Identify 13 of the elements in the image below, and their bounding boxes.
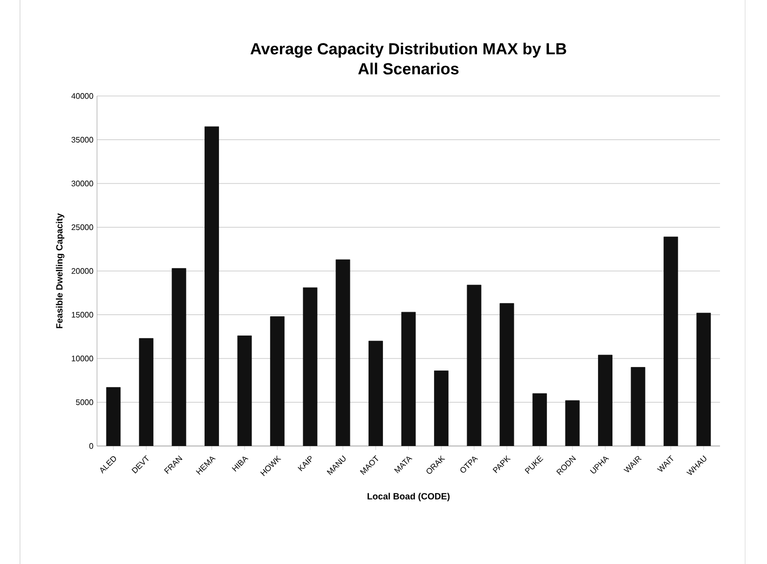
y-axis-title: Feasible Dwelling Capacity [56,213,64,328]
y-tick-label: 5000 [76,399,94,406]
x-axis-title: Local Boad (CODE) [368,492,450,502]
y-tick-label: 25000 [72,224,94,230]
chart-title: Average Capacity Distribution MAX by LB [250,42,566,58]
y-tick-label: 20000 [72,268,94,274]
y-tick-label: 30000 [72,180,94,186]
y-tick-label: 15000 [72,312,94,318]
y-tick-label: 10000 [72,356,94,362]
y-tick-label: 35000 [72,136,94,143]
y-tick-label: 40000 [71,93,94,99]
y-tick-label: 0 [89,443,94,449]
chart-subtitle: All Scenarios [358,62,459,74]
